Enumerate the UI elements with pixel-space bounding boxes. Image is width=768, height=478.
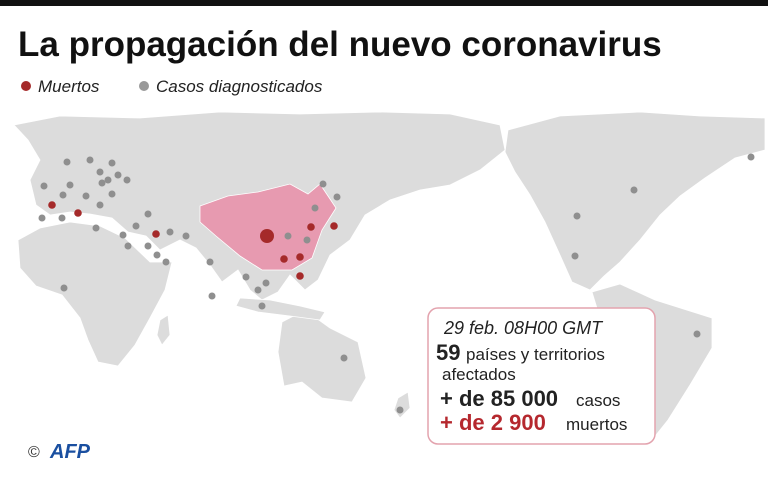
north-america: [504, 111, 766, 291]
death-dot: [296, 253, 304, 261]
case-dot: [311, 204, 319, 212]
death-dot-china: [260, 229, 274, 243]
case-dots: [38, 153, 755, 414]
case-dot: [38, 214, 46, 222]
case-dot: [98, 179, 106, 187]
case-dot: [693, 330, 701, 338]
case-dot: [333, 193, 341, 201]
case-dot: [82, 192, 90, 200]
australia: [277, 309, 367, 403]
case-dot: [96, 201, 104, 209]
case-dot: [58, 214, 66, 222]
case-dot: [66, 181, 74, 189]
countries-text: países y territorios: [466, 345, 605, 364]
case-dot: [60, 284, 68, 292]
case-dot: [166, 228, 174, 236]
new-zealand: [393, 391, 411, 419]
countries-text-2: afectados: [442, 365, 516, 384]
copyright: ©: [28, 444, 40, 461]
death-dot: [280, 255, 288, 263]
case-dot: [254, 286, 262, 294]
case-dot: [747, 153, 755, 161]
case-dot: [63, 158, 71, 166]
title: La propagación del nuevo coronavirus: [18, 25, 662, 64]
agency-logo: AFP: [49, 441, 91, 463]
case-dot: [124, 242, 132, 250]
case-dot: [396, 406, 404, 414]
case-dot: [144, 242, 152, 250]
case-dot: [86, 156, 94, 164]
case-dot: [144, 210, 152, 218]
death-dot: [307, 223, 315, 231]
indonesia: [235, 297, 326, 321]
case-dot: [108, 190, 116, 198]
case-dot: [108, 159, 116, 167]
death-dot: [152, 230, 160, 238]
info-date: 29 feb. 08H00 GMT: [443, 318, 604, 338]
legend-swatch: [21, 81, 31, 91]
case-dot: [242, 273, 250, 281]
case-dot: [153, 251, 161, 259]
case-dot: [162, 258, 170, 266]
china: [199, 183, 337, 271]
madagascar: [156, 314, 171, 346]
case-dot: [132, 222, 140, 230]
deaths-text: muertos: [566, 415, 627, 434]
case-dot: [630, 186, 638, 194]
case-dot: [104, 176, 112, 184]
case-dot: [571, 252, 579, 260]
case-dot: [319, 180, 327, 188]
case-dot: [262, 279, 270, 287]
death-dot: [74, 209, 82, 217]
case-dot: [340, 354, 348, 362]
deaths-value: + de 2 900: [440, 410, 546, 435]
legend-label: Muertos: [38, 77, 100, 96]
case-dot: [123, 176, 131, 184]
cases-text: casos: [576, 391, 620, 410]
case-dot: [303, 236, 311, 244]
death-dot: [48, 201, 56, 209]
death-dot: [330, 222, 338, 230]
case-dot: [182, 232, 190, 240]
case-dot: [208, 292, 216, 300]
death-dot: [296, 272, 304, 280]
legend-label: Casos diagnosticados: [156, 77, 323, 96]
case-dot: [206, 258, 214, 266]
legend-swatch: [139, 81, 149, 91]
cases-value: + de 85 000: [440, 386, 558, 411]
case-dot: [59, 191, 67, 199]
case-dot: [119, 231, 127, 239]
case-dot: [40, 182, 48, 190]
case-dot: [96, 168, 104, 176]
case-dot: [573, 212, 581, 220]
info-box: [427, 307, 656, 445]
case-dot: [92, 224, 100, 232]
countries-count: 59: [436, 340, 460, 365]
top-bar: [0, 0, 768, 6]
case-dot: [284, 232, 292, 240]
case-dot: [258, 302, 266, 310]
case-dot: [114, 171, 122, 179]
